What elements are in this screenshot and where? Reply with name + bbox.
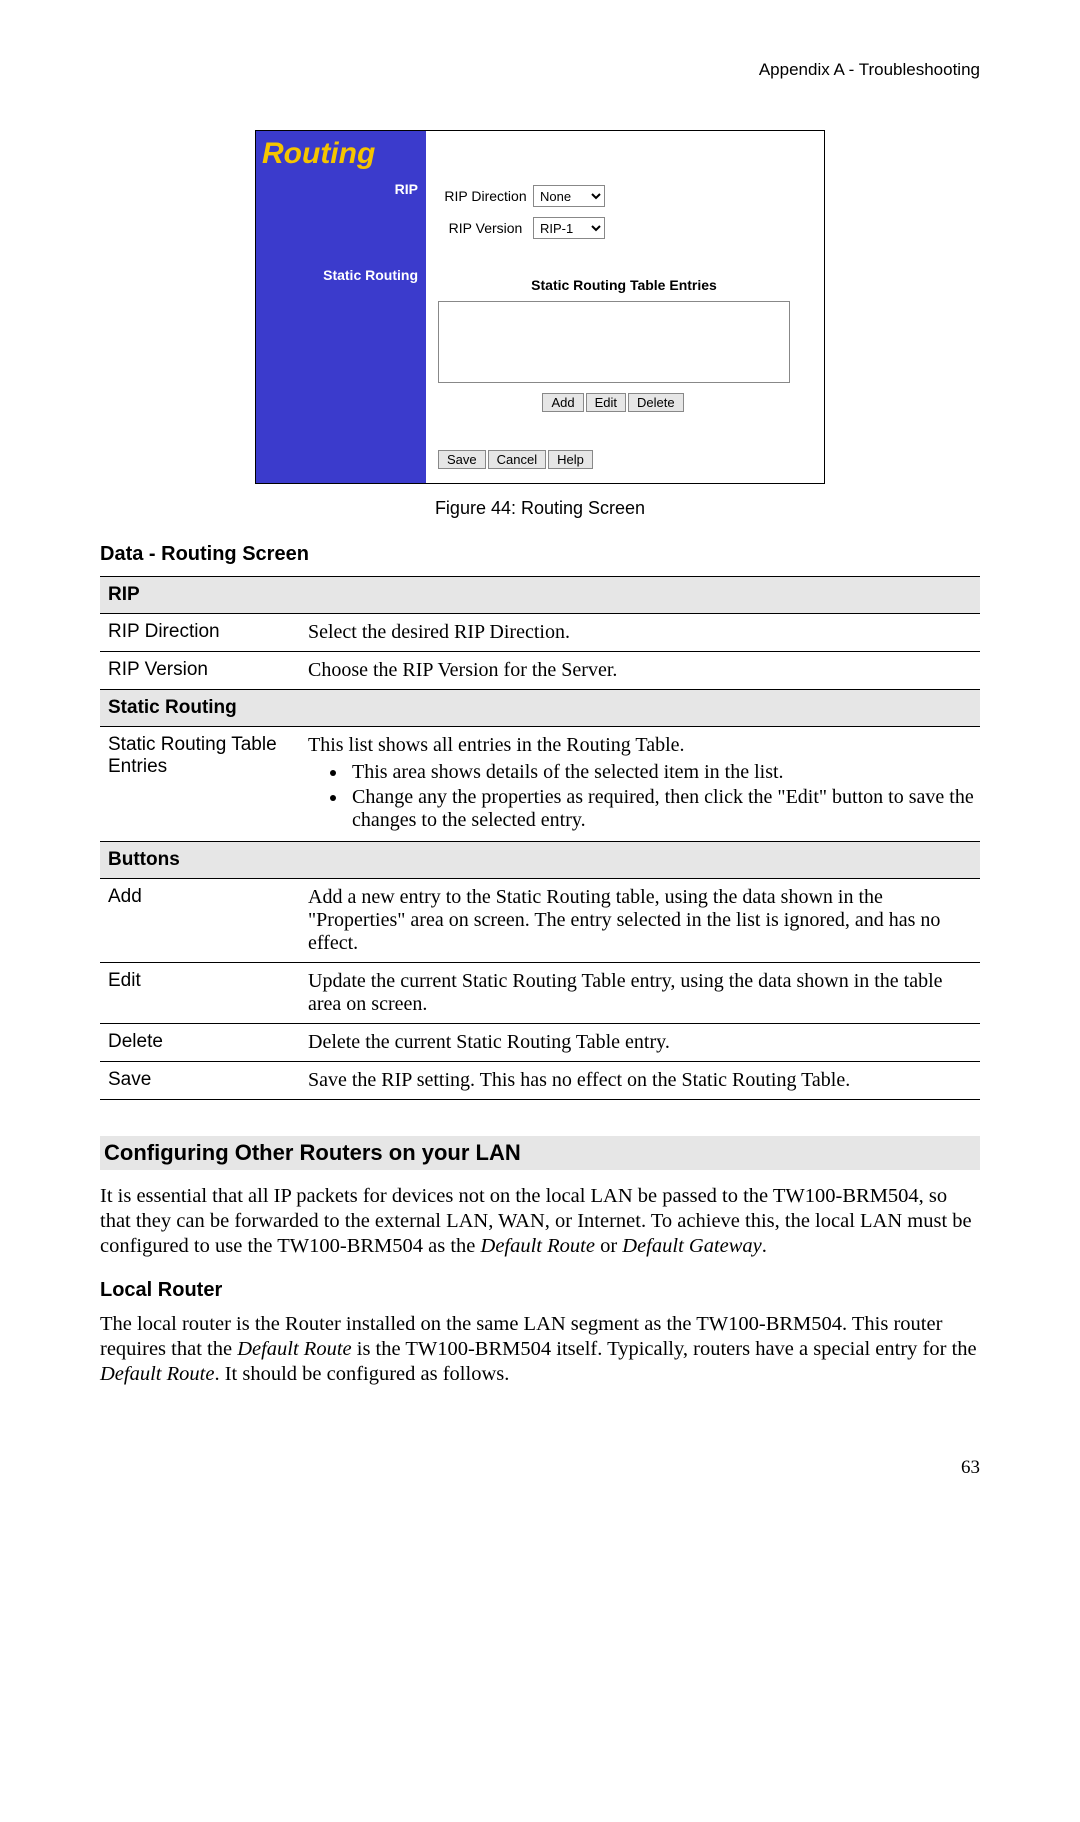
- screenshot-container: Routing RIP Static Routing RIP Direction…: [100, 130, 980, 484]
- lr-text-2: is the TW100-BRM504 itself. Typically, r…: [352, 1338, 977, 1360]
- lr-text-3: . It should be configured as follows.: [214, 1363, 509, 1385]
- rip-version-label: RIP Version: [438, 220, 533, 236]
- rip-direction-cell-label: RIP Direction: [100, 614, 300, 652]
- rip-direction-cell-desc: Select the desired RIP Direction.: [300, 614, 980, 652]
- save-button[interactable]: Save: [438, 450, 486, 469]
- rip-version-cell-label: RIP Version: [100, 652, 300, 690]
- edit-button[interactable]: Edit: [586, 393, 626, 412]
- static-li-1: This area shows details of the selected …: [348, 761, 976, 784]
- static-li-2: Change any the properties as required, t…: [348, 786, 976, 832]
- static-routing-listbox[interactable]: [438, 301, 790, 383]
- group-static: Static Routing: [100, 690, 980, 727]
- delete-cell-desc: Delete the current Static Routing Table …: [300, 1024, 980, 1062]
- figure-caption: Figure 44: Routing Screen: [100, 498, 980, 519]
- static-cell-desc: This list shows all entries in the Routi…: [300, 727, 980, 842]
- static-desc-intro: This list shows all entries in the Routi…: [308, 734, 685, 756]
- add-cell-desc: Add a new entry to the Static Routing ta…: [300, 879, 980, 963]
- lr-italic-2: Default Route: [100, 1363, 214, 1385]
- sidebar-label-static: Static Routing: [264, 267, 418, 283]
- conf-text-2: or: [595, 1235, 622, 1257]
- page-header: Appendix A - Troubleshooting: [100, 60, 980, 80]
- add-cell-label: Add: [100, 879, 300, 963]
- add-button[interactable]: Add: [542, 393, 583, 412]
- page-button-row: SaveCancelHelp: [438, 450, 810, 469]
- conf-italic-2: Default Gateway: [622, 1235, 762, 1257]
- cancel-button[interactable]: Cancel: [488, 450, 546, 469]
- rip-direction-label: RIP Direction: [438, 188, 533, 204]
- rip-version-row: RIP Version RIP-1: [438, 217, 810, 239]
- edit-cell-label: Edit: [100, 963, 300, 1024]
- routing-screen: Routing RIP Static Routing RIP Direction…: [255, 130, 825, 484]
- routing-main: RIP Direction None RIP Version RIP-1 Sta…: [426, 131, 824, 483]
- conf-italic-1: Default Route: [481, 1235, 595, 1257]
- group-rip: RIP: [100, 577, 980, 614]
- data-routing-heading: Data - Routing Screen: [100, 543, 980, 566]
- routing-title: Routing: [262, 137, 418, 171]
- sidebar-label-rip: RIP: [264, 181, 418, 197]
- help-button[interactable]: Help: [548, 450, 593, 469]
- delete-cell-label: Delete: [100, 1024, 300, 1062]
- static-section-title: Static Routing Table Entries: [438, 277, 810, 293]
- rip-version-cell-desc: Choose the RIP Version for the Server.: [300, 652, 980, 690]
- local-router-heading: Local Router: [100, 1279, 980, 1302]
- configuring-heading: Configuring Other Routers on your LAN: [100, 1136, 980, 1170]
- data-routing-table: RIP RIP Direction Select the desired RIP…: [100, 576, 980, 1100]
- table-button-row: AddEditDelete: [438, 393, 790, 412]
- lr-italic-1: Default Route: [237, 1338, 351, 1360]
- edit-cell-desc: Update the current Static Routing Table …: [300, 963, 980, 1024]
- group-buttons: Buttons: [100, 842, 980, 879]
- static-cell-label: Static Routing Table Entries: [100, 727, 300, 842]
- rip-direction-select[interactable]: None: [533, 185, 605, 207]
- routing-sidebar: Routing RIP Static Routing: [256, 131, 426, 483]
- conf-text-3: .: [762, 1235, 767, 1257]
- page-number: 63: [100, 1457, 980, 1479]
- configuring-paragraph: It is essential that all IP packets for …: [100, 1184, 980, 1259]
- delete-button[interactable]: Delete: [628, 393, 684, 412]
- rip-version-select[interactable]: RIP-1: [533, 217, 605, 239]
- save-cell-desc: Save the RIP setting. This has no effect…: [300, 1062, 980, 1100]
- rip-direction-row: RIP Direction None: [438, 185, 810, 207]
- save-cell-label: Save: [100, 1062, 300, 1100]
- local-router-paragraph: The local router is the Router installed…: [100, 1312, 980, 1387]
